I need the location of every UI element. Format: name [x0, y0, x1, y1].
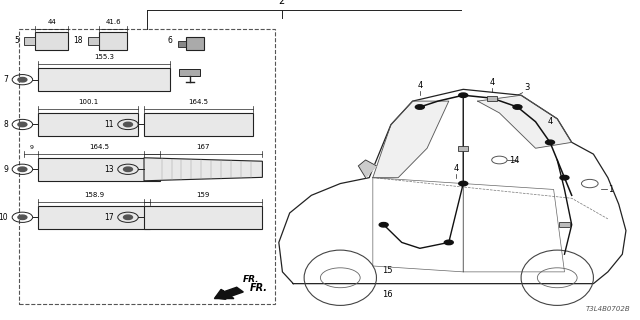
- Bar: [144, 113, 253, 136]
- Circle shape: [545, 140, 554, 145]
- Bar: [178, 41, 186, 47]
- Circle shape: [18, 77, 27, 82]
- Text: 8: 8: [4, 120, 8, 129]
- Polygon shape: [373, 101, 449, 178]
- Bar: [186, 37, 204, 50]
- Bar: [559, 222, 570, 227]
- Circle shape: [124, 215, 132, 220]
- Text: 18: 18: [74, 36, 83, 45]
- Text: T3L4B0702B: T3L4B0702B: [586, 306, 630, 312]
- Text: 13: 13: [104, 165, 114, 174]
- Text: 100.1: 100.1: [78, 99, 98, 105]
- Circle shape: [18, 167, 27, 172]
- Bar: [458, 146, 468, 151]
- Text: 158.9: 158.9: [84, 192, 104, 198]
- Bar: [38, 158, 160, 181]
- Circle shape: [124, 167, 132, 172]
- Text: 14: 14: [509, 156, 520, 164]
- Text: 155.3: 155.3: [94, 54, 114, 60]
- Bar: [35, 32, 68, 50]
- Circle shape: [124, 122, 132, 127]
- Bar: [179, 69, 200, 76]
- Text: 10: 10: [0, 213, 8, 222]
- Bar: [487, 96, 497, 101]
- Bar: [38, 206, 150, 229]
- Bar: [88, 37, 99, 45]
- Text: 164.5: 164.5: [89, 144, 109, 150]
- Text: 9: 9: [3, 165, 8, 174]
- FancyArrow shape: [214, 287, 243, 299]
- Bar: [99, 32, 127, 50]
- Text: 15: 15: [382, 267, 392, 276]
- Circle shape: [379, 222, 388, 227]
- Bar: [38, 68, 170, 91]
- Text: 4: 4: [453, 164, 459, 173]
- Text: 3: 3: [524, 83, 529, 92]
- Text: 4: 4: [547, 117, 553, 126]
- Bar: [38, 113, 138, 136]
- Text: 1: 1: [608, 185, 614, 194]
- Text: 2: 2: [278, 0, 285, 6]
- Circle shape: [18, 215, 27, 220]
- Text: 12: 12: [157, 68, 166, 77]
- Circle shape: [513, 105, 522, 109]
- Text: 11: 11: [104, 120, 114, 129]
- Circle shape: [560, 175, 569, 180]
- Circle shape: [459, 181, 468, 186]
- Polygon shape: [358, 160, 376, 178]
- Text: FR.: FR.: [243, 275, 260, 284]
- Text: 4: 4: [417, 81, 422, 91]
- Bar: [19, 29, 275, 304]
- Text: FR.: FR.: [250, 283, 268, 293]
- Text: 164.5: 164.5: [188, 99, 209, 105]
- Text: 159: 159: [196, 192, 210, 198]
- Circle shape: [444, 240, 453, 245]
- Text: 41.6: 41.6: [106, 19, 121, 25]
- Text: 9: 9: [29, 145, 33, 150]
- Text: 17: 17: [104, 213, 114, 222]
- Text: 44: 44: [47, 19, 56, 25]
- Bar: [24, 37, 35, 45]
- Polygon shape: [144, 158, 262, 181]
- Circle shape: [459, 93, 468, 98]
- Text: 167: 167: [196, 144, 210, 150]
- Text: 7: 7: [3, 75, 8, 84]
- Circle shape: [18, 122, 27, 127]
- Polygon shape: [477, 95, 572, 148]
- Circle shape: [415, 105, 424, 109]
- Bar: [144, 206, 262, 229]
- Text: 6: 6: [168, 36, 173, 45]
- Text: 5: 5: [14, 36, 19, 45]
- Text: 16: 16: [382, 290, 392, 299]
- Text: 4: 4: [490, 78, 495, 87]
